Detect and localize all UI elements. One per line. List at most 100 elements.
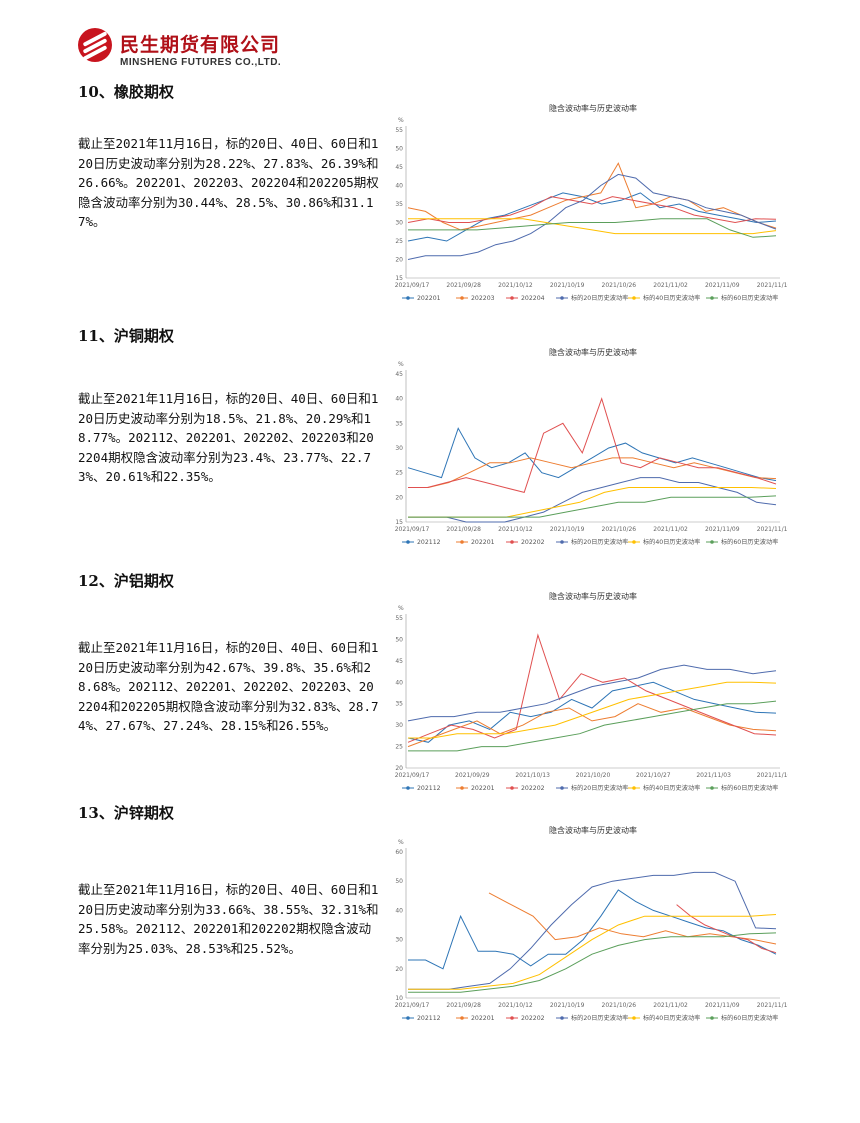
series-line [408, 218, 777, 238]
x-tick-label: 2021/10/26 [602, 526, 637, 533]
x-tick-label: 2021/10/26 [602, 282, 637, 289]
y-tick-label: 20 [395, 966, 403, 973]
series-line [408, 871, 777, 990]
x-tick-label: 2021/09/17 [395, 772, 430, 779]
legend-label: 202202 [521, 539, 545, 546]
series-line [407, 633, 777, 743]
chart-aluminum: 隐含波动率与历史波动率% 55 50 45 40 35 30 25 20 2021/09/17 20… [388, 588, 788, 800]
legend-marker [510, 540, 514, 544]
page-header: 民生期货有限公司 MINSHENG FUTURES CO.,LTD. [78, 28, 318, 73]
legend-marker [460, 540, 464, 544]
company-logo-icon [78, 28, 112, 62]
legend-marker [560, 1016, 564, 1020]
legend-marker [710, 540, 714, 544]
legend-marker [632, 786, 636, 790]
legend-label: 标的60日历史波动率 [721, 784, 778, 792]
series-line [407, 427, 777, 482]
legend-label: 标的40日历史波动率 [643, 1014, 700, 1022]
y-unit-label: % [398, 839, 404, 846]
legend-marker [460, 296, 464, 300]
legend-label: 202203 [471, 295, 495, 302]
legend-label: 202112 [417, 785, 441, 792]
legend-label: 标的40日历史波动率 [643, 294, 700, 302]
x-tick-label: 2021/10/19 [550, 1002, 585, 1009]
x-tick-label: 2021/11/10 [757, 772, 788, 779]
legend-label: 202202 [521, 1015, 545, 1022]
x-tick-label: 2021/09/17 [395, 526, 430, 533]
y-tick-label: 50 [395, 878, 403, 885]
chart-title: 隐含波动率与历史波动率 [549, 347, 637, 357]
x-tick-label: 2021/11/09 [705, 526, 740, 533]
legend-label: 标的20日历史波动率 [571, 538, 628, 546]
legend-marker [560, 786, 564, 790]
x-tick-label: 2021/11/09 [705, 1002, 740, 1009]
x-tick-label: 2021/10/12 [498, 1002, 533, 1009]
company-name-en: MINSHENG FUTURES CO.,LTD. [120, 57, 282, 68]
x-tick-label: 2021/09/28 [446, 282, 481, 289]
series-line [408, 495, 777, 518]
section-title: 12、沪铝期权 [78, 572, 174, 590]
series-line [408, 932, 777, 993]
x-tick-label: 2021/10/26 [602, 1002, 637, 1009]
series-line [407, 664, 777, 722]
y-tick-label: 25 [395, 238, 403, 245]
series-line [408, 700, 777, 752]
section-title: 11、沪铜期权 [78, 327, 174, 345]
x-tick-label: 2021/09/17 [395, 282, 430, 289]
series-line [408, 477, 777, 523]
y-tick-label: 15 [395, 275, 403, 282]
y-tick-label: 30 [395, 445, 403, 452]
series-line [408, 457, 777, 488]
x-tick-label: 2021/11/02 [653, 1002, 688, 1009]
y-tick-label: 30 [395, 220, 403, 227]
chart-zinc: 隐含波动率与历史波动率% 60 50 40 30 20 10 2021/09/17 2021/0… [388, 822, 788, 1030]
y-tick-label: 35 [395, 701, 403, 708]
series-line [407, 703, 777, 748]
legend-label: 标的40日历史波动率 [643, 538, 700, 546]
x-tick-label: 2021/10/13 [515, 772, 550, 779]
x-tick-label: 2021/11/16 [757, 1002, 788, 1009]
series-line [407, 196, 777, 224]
legend-label: 202202 [521, 785, 545, 792]
x-tick-label: 2021/11/16 [757, 282, 788, 289]
y-tick-label: 20 [395, 494, 403, 501]
legend-marker [406, 296, 410, 300]
y-tick-label: 40 [395, 679, 403, 686]
y-tick-label: 55 [395, 127, 403, 134]
x-tick-label: 2021/11/02 [653, 526, 688, 533]
chart-rubber: 隐含波动率与历史波动率% 55 50 45 40 35 30 25 20 15 2021/09/17… [388, 100, 788, 310]
section-title: 10、橡胶期权 [78, 83, 174, 101]
legend-label: 标的60日历史波动率 [721, 538, 778, 546]
legend-marker [710, 296, 714, 300]
y-tick-label: 45 [395, 371, 403, 378]
legend-marker [632, 296, 636, 300]
series-line [408, 218, 777, 235]
y-unit-label: % [398, 361, 404, 368]
y-tick-label: 30 [395, 937, 403, 944]
series-line [408, 681, 777, 739]
chart-title: 隐含波动率与历史波动率 [549, 103, 637, 113]
legend-label: 202201 [471, 539, 495, 546]
legend-label: 标的20日历史波动率 [571, 1014, 628, 1022]
legend-label: 202112 [417, 539, 441, 546]
section-title: 13、沪锌期权 [78, 804, 174, 822]
legend-label: 标的60日历史波动率 [721, 294, 778, 302]
chart-title: 隐含波动率与历史波动率 [549, 591, 637, 601]
x-tick-label: 2021/09/28 [446, 1002, 481, 1009]
section-text: 截止至2021年11月16日，标的20日、40日、60日和120日历史波动率分别… [78, 640, 379, 733]
legend-label: 202204 [521, 295, 545, 302]
series-line [408, 397, 777, 493]
x-tick-label: 2021/10/19 [550, 526, 585, 533]
company-name-cn: 民生期货有限公司 [120, 34, 281, 56]
section-text: 截止至2021年11月16日，标的20日、40日、60日和120日历史波动率分别… [78, 391, 379, 484]
legend-marker [510, 786, 514, 790]
y-tick-label: 25 [395, 744, 403, 751]
y-tick-label: 45 [395, 658, 403, 665]
x-tick-label: 2021/10/12 [498, 282, 533, 289]
legend-marker [560, 540, 564, 544]
y-tick-label: 50 [395, 636, 403, 643]
legend-marker [710, 1016, 714, 1020]
y-tick-label: 55 [395, 615, 403, 622]
y-tick-label: 40 [395, 183, 403, 190]
